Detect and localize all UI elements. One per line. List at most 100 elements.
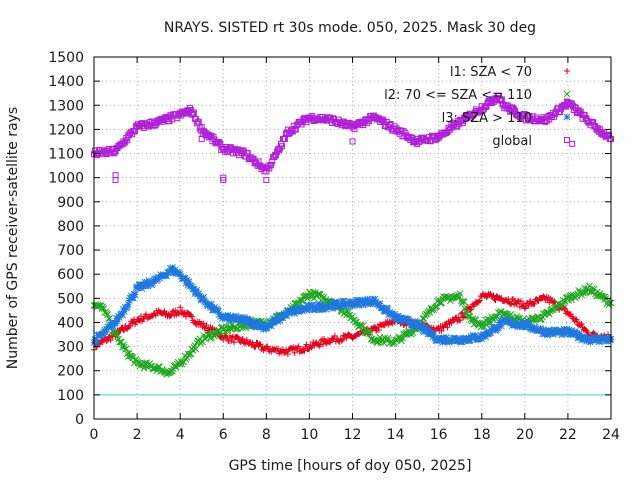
- axis-ticks: [93, 56, 612, 420]
- series-3-point: [220, 313, 228, 321]
- series-3-point: [425, 326, 433, 334]
- series-4-point: [112, 172, 119, 179]
- series-3-point: [154, 275, 161, 283]
- series-3-point: [544, 331, 551, 339]
- series-3-point: [221, 315, 229, 322]
- series-3-point: [422, 324, 430, 332]
- series-1-point: [323, 340, 330, 347]
- series-4-point: [122, 138, 129, 145]
- series-3-point: [491, 323, 498, 331]
- y-tick-label: 1000: [48, 171, 84, 187]
- series-3-point: [585, 335, 592, 343]
- series-3-point: [223, 314, 231, 321]
- series-1-point: [228, 338, 235, 345]
- series-3-point: [418, 322, 426, 330]
- series-3-point: [476, 334, 484, 342]
- series-2-point: [374, 338, 382, 346]
- series-1-point: [490, 292, 497, 299]
- series-3-point: [169, 264, 176, 271]
- series-4-point: [112, 148, 119, 155]
- legend-marker-symbol: [564, 68, 570, 74]
- series-2-point: [471, 316, 479, 324]
- series-3-point: [561, 326, 569, 334]
- series-1-point: [573, 316, 580, 323]
- series-3-point: [309, 302, 316, 309]
- series-2-point: [460, 298, 468, 306]
- series-3-point: [393, 316, 400, 323]
- series-3-point: [93, 338, 101, 346]
- series-1-point: [522, 304, 529, 311]
- series-3-point: [567, 330, 575, 338]
- series-1-point: [316, 343, 323, 350]
- series-2-point: [353, 318, 360, 326]
- series-3-point: [176, 270, 184, 278]
- series-3-point: [101, 326, 109, 334]
- series-2-point: [122, 345, 130, 352]
- x-tick-label: 10: [301, 427, 319, 443]
- series-3-point: [267, 322, 275, 330]
- series-4-point: [198, 136, 205, 143]
- series-3-point: [312, 304, 320, 312]
- series-1-point: [438, 327, 445, 334]
- series-1-point: [531, 300, 538, 307]
- series-3-point: [322, 305, 330, 313]
- series-3-point: [315, 306, 323, 314]
- series-1-point: [521, 305, 528, 312]
- series-1-point: [525, 302, 532, 309]
- series-3-point: [124, 301, 132, 308]
- series-3-point: [171, 269, 178, 276]
- series-3-point: [410, 323, 418, 331]
- series-1-point: [291, 349, 298, 356]
- series-4-point: [482, 104, 489, 111]
- series-2-point: [454, 291, 462, 299]
- series-1-point: [343, 335, 350, 342]
- series-1-point: [231, 339, 238, 346]
- series-3-point: [248, 317, 255, 325]
- series-3-point: [379, 304, 387, 312]
- series-1-point: [136, 316, 143, 323]
- series-3-point: [576, 329, 584, 337]
- legend-marker: [563, 113, 571, 121]
- y-tick-labels: 0 100 200 300 400 500 600 700 800 900 1000 1100 1200…: [48, 50, 84, 428]
- series-2-point: [561, 298, 569, 305]
- series-2-point: [359, 322, 367, 330]
- legend: l1: SZA < 70 l2: 70 <= SZA <= 110 l3: SZA …: [384, 65, 571, 149]
- series-3-point: [114, 318, 121, 325]
- series-3-point: [516, 322, 524, 330]
- series-3-point: [265, 321, 273, 329]
- series-3-point: [236, 318, 244, 325]
- series-3-point: [215, 307, 222, 315]
- series-3-point: [147, 279, 155, 286]
- series-3-point: [482, 333, 490, 341]
- y-tick-label: 200: [57, 364, 84, 380]
- series-3-point: [363, 295, 371, 303]
- x-tick-label: 16: [430, 427, 448, 443]
- series-4-point: [483, 103, 490, 110]
- series-4-point: [266, 165, 273, 172]
- series-1-point: [459, 309, 466, 316]
- series-2-point: [489, 314, 496, 322]
- x-axis-label: GPS time [hours of doy 050, 2025]: [229, 458, 472, 474]
- series-3-point: [507, 317, 515, 325]
- x-tick-label: 0: [90, 427, 99, 443]
- series-2-point: [99, 303, 107, 311]
- series-3-point: [359, 301, 367, 309]
- y-tick-label: 900: [57, 195, 84, 211]
- series-3-point: [542, 327, 549, 335]
- series-4-point: [414, 140, 421, 147]
- series-3-point: [92, 336, 100, 344]
- series-1-point: [540, 293, 547, 300]
- series-1-point: [371, 323, 378, 330]
- series-3-point: [384, 305, 392, 312]
- series-2-point: [597, 292, 605, 300]
- series-4-point: [112, 177, 119, 184]
- series-1-point: [252, 343, 259, 350]
- series-3-point: [193, 286, 201, 294]
- series-4-point: [206, 132, 213, 139]
- y-tick-label: 800: [57, 219, 84, 235]
- series-3-point: [559, 327, 567, 335]
- series-2-point: [192, 345, 200, 353]
- series-1-point: [188, 313, 195, 320]
- series-1-point: [373, 327, 379, 334]
- series-3-point: [129, 294, 137, 301]
